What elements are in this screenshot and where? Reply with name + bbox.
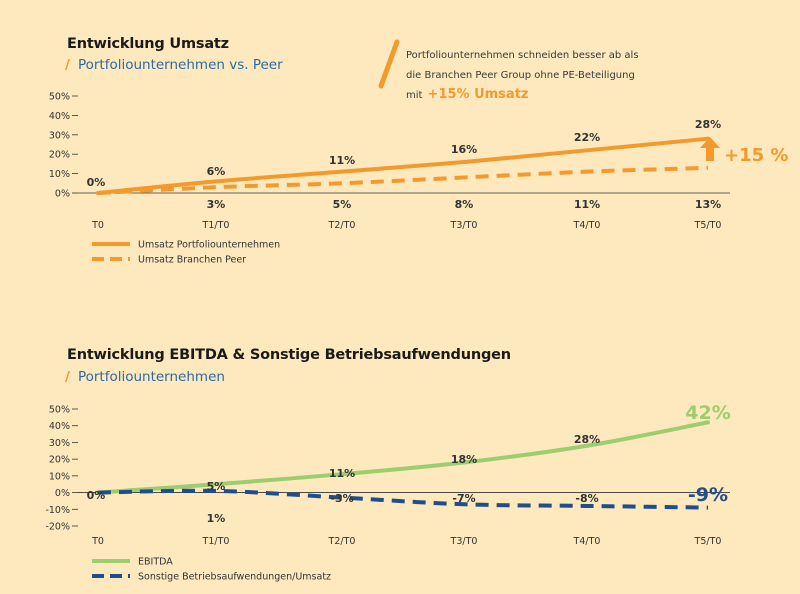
data-label: 28% [695,118,721,131]
chart1-title: Entwicklung Umsatz [67,36,229,52]
data-label: 8% [455,198,474,211]
chart1-subtitle: / Portfoliounternehmen vs. Peer [65,57,283,73]
y-tick-label: 0% [55,488,70,499]
data-label: 5% [333,198,352,211]
y-tick-label: 10% [49,471,70,482]
data-label: 1% [207,512,226,525]
x-tick-label: T3/T0 [450,220,478,231]
x-tick-label: T5/T0 [694,220,722,231]
y-tick-label: 20% [49,455,70,466]
note-slash-icon [378,39,400,89]
x-tick-label: T5/T0 [694,536,722,547]
chart2-subtitle-text: Portfoliounternehmen [77,369,225,385]
y-tick-label: 30% [49,130,70,141]
data-label: 13% [695,198,721,211]
x-tick-label: T2/T0 [328,220,356,231]
y-tick-label: 40% [49,111,70,122]
x-tick-label: T1/T0 [202,536,230,547]
x-tick-label: T4/T0 [573,536,601,547]
y-tick-label: 20% [49,150,70,161]
chart2-subtitle: / Portfoliounternehmen [65,369,225,385]
data-label: 0% [87,489,106,502]
data-label: -7% [452,492,475,505]
data-label: -8% [575,492,598,505]
note-text: Portfoliounternehmen schneiden besser ab… [406,50,639,101]
note-callout: Portfoliounternehmen schneiden besser ab… [406,43,646,103]
arrow-up-icon [700,137,720,161]
y-tick-label: 40% [49,421,70,432]
legend-label: EBITDA [138,557,173,568]
x-tick-label: T0 [91,220,104,231]
x-tick-label: T3/T0 [450,536,478,547]
y-tick-label: 50% [49,92,70,103]
x-tick-label: T4/T0 [573,220,601,231]
series-line-2 [97,488,709,510]
subtitle-slash-icon: / [65,369,70,385]
data-label: 11% [329,467,355,480]
x-tick-label: T1/T0 [202,220,230,231]
data-label: 18% [451,453,477,466]
data-label: 16% [451,143,477,156]
data-label: 6% [207,165,226,178]
chart1-subtitle-text: Portfoliounternehmen vs. Peer [77,57,283,73]
data-label: 3% [207,198,226,211]
series-line-2 [97,165,709,195]
x-tick-label: T0 [91,536,104,547]
subtitle-slash-icon: / [65,57,70,73]
data-label: 11% [574,198,600,211]
x-tick-label: T2/T0 [328,536,356,547]
data-label: -9% [688,484,728,506]
chart1: 0% 10% 20% 30% 40% 50% T0 T1/T0 T2/T0 T3/T0 T4/T0 T… [49,92,789,266]
annotation-label: +15 % [724,145,788,166]
y-tick-label: 10% [49,169,70,180]
legend-label: Sonstige Betriebsaufwendungen/Umsatz [138,572,331,583]
series-line-1 [96,420,710,495]
y-tick-label: 30% [49,438,70,449]
data-label: 0% [87,176,106,189]
y-tick-label: -10% [45,505,70,516]
chart2-title: Entwicklung EBITDA & Sonstige Betriebsau… [67,347,511,363]
y-tick-label: -20% [45,522,70,533]
data-label: 11% [329,154,355,167]
series-line-1 [96,136,710,195]
y-tick-label: 0% [55,189,70,200]
data-label: -3% [330,492,353,505]
data-label: 22% [574,131,600,144]
legend-label: Umsatz Branchen Peer [138,255,246,266]
legend-label: Umsatz Portfoliounternehmen [138,240,280,251]
data-label: 5% [207,480,226,493]
data-label: 28% [574,433,600,446]
y-tick-label: 50% [49,405,70,416]
chart2: -20% -10% 0% 10% 20% 30% 40% 50% T0 T1/T0 T2/T0 T3/… [45,402,730,583]
data-label: 42% [685,402,730,424]
note-highlight: +15% Umsatz [427,87,529,102]
